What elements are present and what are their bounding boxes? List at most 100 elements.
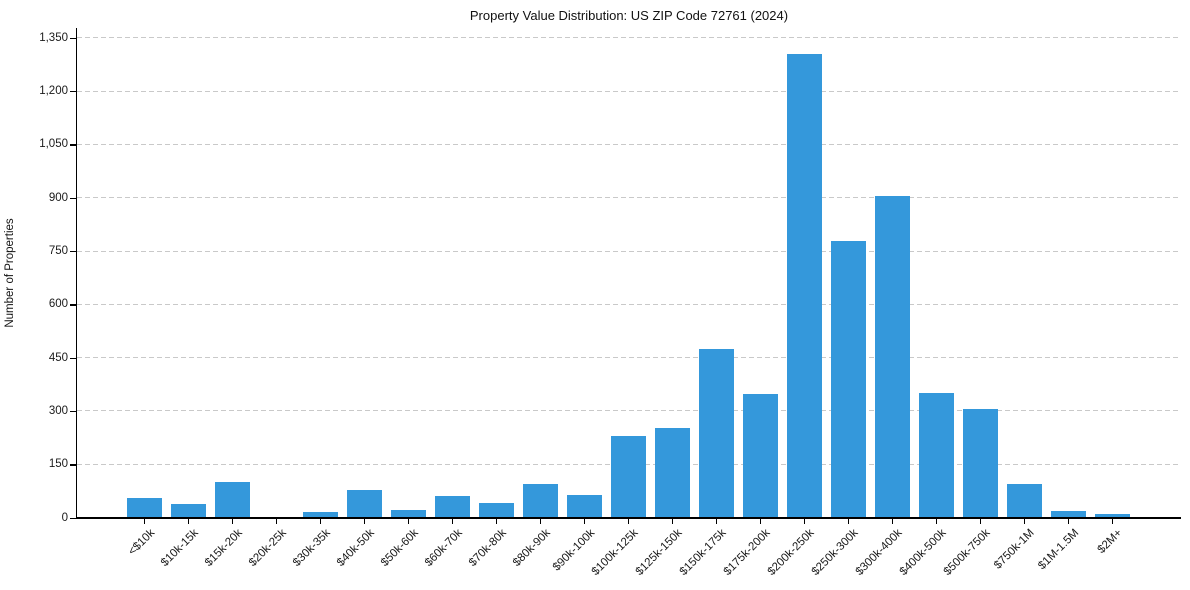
bar-500k-750k: [962, 408, 998, 518]
x-tick-mark: [319, 518, 322, 524]
gridline: [77, 250, 1181, 252]
x-tick-label: $750k-1M: [992, 527, 1037, 572]
y-axis-line: [75, 28, 77, 518]
x-tick-label: <$10k: [125, 527, 157, 558]
x-tick-mark: [803, 518, 806, 524]
x-tick-label: $50k-60k: [378, 527, 421, 569]
x-tick-mark: [495, 518, 498, 524]
x-tick-mark: [671, 518, 674, 524]
x-tick-mark: [231, 518, 234, 524]
bar-50k-60k: [390, 510, 426, 518]
x-tick-mark: [1023, 518, 1026, 524]
bar-2m: [1094, 513, 1130, 518]
x-tick-label: $80k-90k: [510, 527, 553, 569]
bar-90k-100k: [566, 495, 602, 518]
y-tick-label: 1,350: [39, 31, 68, 44]
x-tick-label: $2M+: [1095, 527, 1125, 557]
bar-1m-1-5m: [1050, 510, 1086, 518]
gridline: [77, 197, 1181, 199]
bar-60k-70k: [434, 495, 470, 518]
x-tick-mark: [407, 518, 410, 524]
gridline: [77, 303, 1181, 305]
x-tick-mark: [1111, 518, 1114, 524]
y-tick-mark: [70, 251, 76, 253]
gridline: [77, 90, 1181, 92]
x-tick-label: $400k-500k: [897, 527, 949, 578]
y-tick-label: 150: [48, 458, 68, 471]
x-axis-line: [75, 516, 1181, 519]
x-tick-label: $20k-25k: [246, 527, 289, 569]
bar-300k-400k: [874, 196, 910, 518]
bar-150k-175k: [698, 348, 734, 518]
bar-100k-125k: [610, 436, 646, 518]
bar-400k-500k: [918, 392, 954, 518]
x-tick-mark: [143, 518, 146, 524]
x-tick-mark: [935, 518, 938, 524]
bar-30k-35k: [302, 511, 338, 518]
y-tick-mark: [70, 37, 76, 40]
gridline: [77, 143, 1181, 145]
x-tick-label: $300k-400k: [853, 527, 905, 578]
y-tick-mark: [70, 357, 76, 359]
x-tick-mark: [1067, 518, 1070, 524]
y-tick-mark: [70, 91, 76, 93]
bar-200k-250k: [786, 53, 822, 518]
y-tick-label: 0: [61, 511, 68, 524]
x-tick-mark: [891, 518, 894, 524]
bar-10k-15k: [170, 503, 206, 518]
y-tick-label: 900: [48, 191, 68, 204]
x-tick-mark: [715, 518, 718, 524]
bar-40k-50k: [346, 489, 382, 518]
bar-175k-200k: [742, 394, 778, 518]
x-tick-mark: [759, 518, 762, 524]
x-tick-label: $200k-250k: [765, 527, 817, 578]
x-tick-label: $500k-750k: [941, 527, 993, 578]
x-tick-label: $10k-15k: [158, 527, 201, 569]
y-tick-label: 750: [48, 245, 68, 258]
y-tick-label: 600: [48, 298, 68, 311]
y-tick-mark: [70, 197, 76, 200]
x-tick-mark: [583, 518, 586, 524]
x-tick-label: $30k-35k: [290, 527, 333, 569]
x-tick-mark: [627, 518, 630, 524]
x-tick-label: $150k-175k: [677, 527, 729, 578]
y-tick-label: 1,050: [39, 138, 68, 151]
bar-750k-1m: [1006, 483, 1042, 518]
bar-80k-90k: [522, 484, 558, 518]
x-tick-label: $70k-80k: [466, 527, 509, 569]
x-tick-mark: [187, 518, 190, 524]
x-tick-label: $40k-50k: [334, 527, 377, 569]
bar-125k-150k: [654, 427, 690, 518]
bar-10k: [126, 498, 162, 518]
x-tick-mark: [363, 518, 366, 524]
x-tick-mark: [451, 518, 454, 524]
y-tick-mark: [70, 304, 76, 306]
x-tick-label: $125k-150k: [633, 527, 685, 578]
y-tick-mark: [70, 410, 76, 413]
x-tick-mark: [979, 518, 982, 524]
y-tick-label: 1,200: [39, 85, 68, 98]
x-tick-label: $15k-20k: [202, 527, 245, 569]
plot-area: [77, 28, 1181, 518]
x-tick-label: $1M-1.5M: [1035, 527, 1081, 573]
bar-70k-80k: [478, 503, 514, 518]
x-tick-mark: [275, 518, 278, 524]
x-tick-label: $60k-70k: [422, 527, 465, 569]
x-tick-mark: [847, 518, 850, 524]
x-tick-label: $90k-100k: [550, 527, 597, 574]
y-tick-label: 450: [48, 351, 68, 364]
gridline: [77, 410, 1181, 412]
x-tick-label: $250k-300k: [809, 527, 861, 578]
bar-15k-20k: [214, 482, 250, 518]
bar-250k-300k: [830, 240, 866, 518]
y-tick-mark: [70, 464, 76, 466]
y-tick-mark: [70, 144, 76, 146]
gridline: [77, 357, 1181, 359]
y-tick-label: 300: [48, 404, 68, 417]
y-tick-mark: [70, 517, 76, 519]
x-tick-label: $175k-200k: [721, 527, 773, 578]
gridline: [77, 37, 1181, 39]
chart-title: Property Value Distribution: US ZIP Code…: [469, 8, 789, 23]
x-tick-mark: [539, 518, 542, 524]
